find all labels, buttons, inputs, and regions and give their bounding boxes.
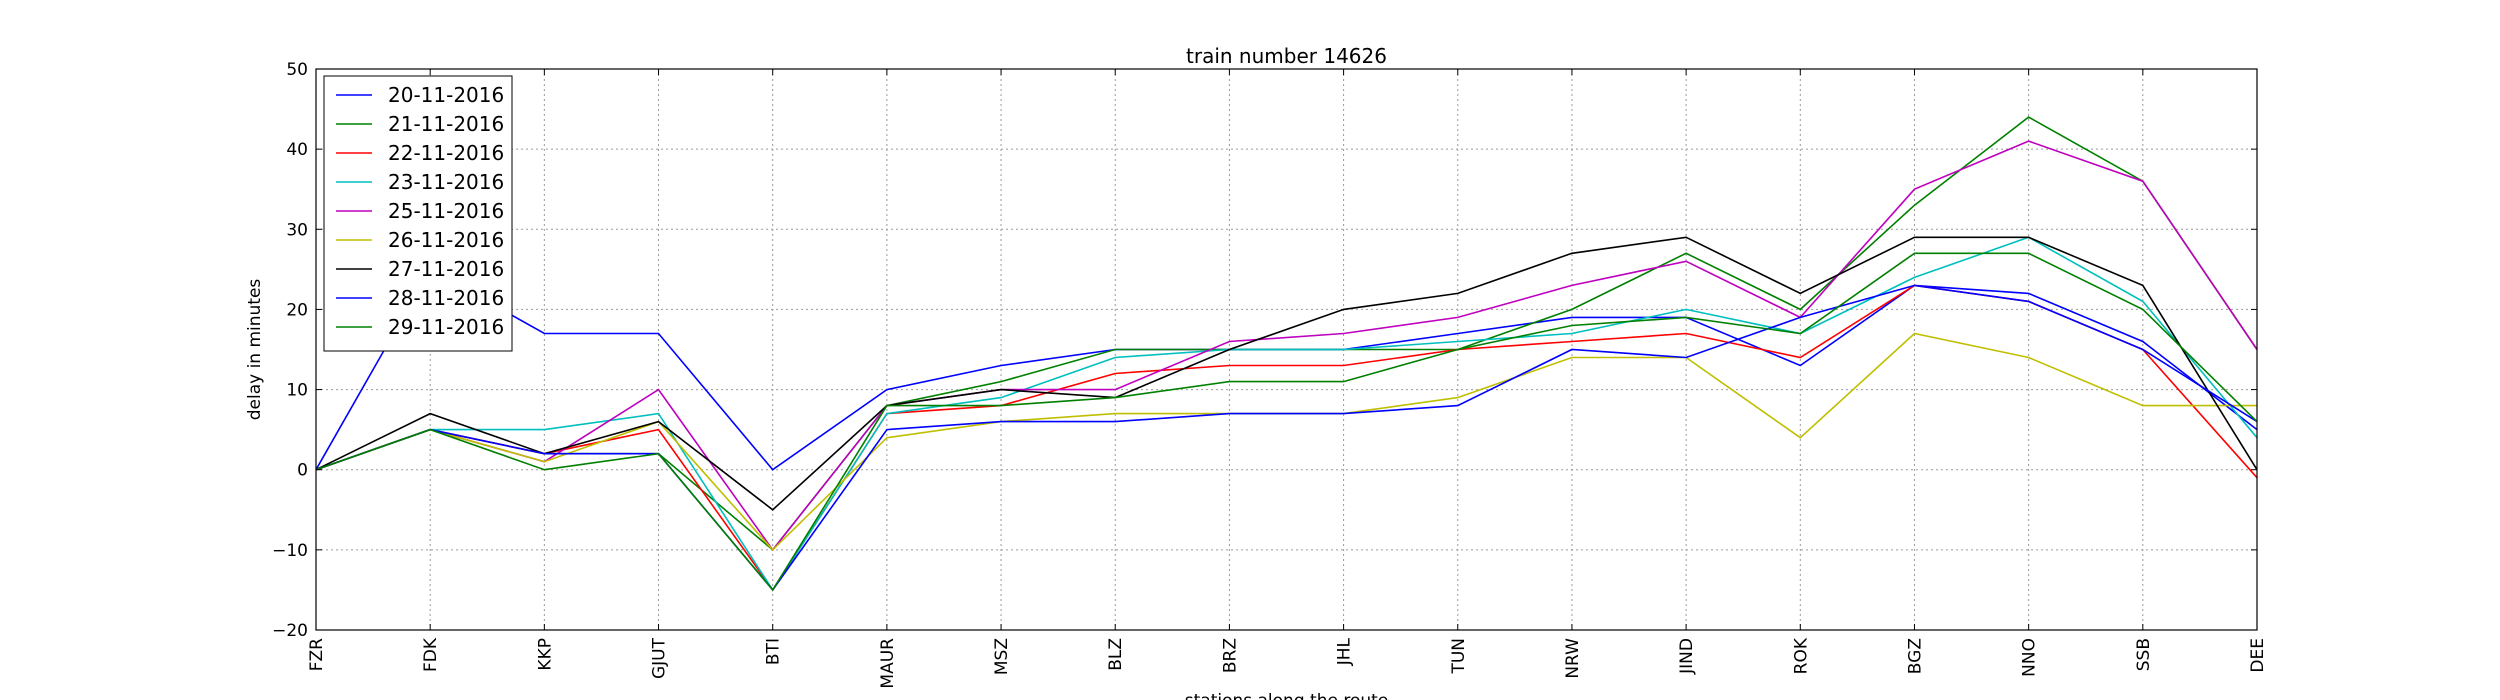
y-tick-label: 20 <box>286 300 308 320</box>
legend-entry: 28-11-2016 <box>388 286 504 310</box>
y-tick-label: −10 <box>272 541 308 561</box>
x-tick-label: JIND <box>1677 638 1697 675</box>
y-axis-label: delay in minutes <box>245 279 265 421</box>
legend: 20-11-2016 21-11-2016 22-11-2016 23-11-2016… <box>323 75 513 352</box>
x-tick-label: KKP <box>535 638 555 671</box>
series-line-28-11-2016 <box>315 284 2258 592</box>
x-tick-label: NRW <box>1563 638 1583 679</box>
series-layer <box>315 116 2258 592</box>
plot-frame <box>315 68 2258 631</box>
x-tick-label: FDK <box>421 637 441 672</box>
x-tick-label: BRZ <box>1220 638 1240 673</box>
series-line-23-11-2016 <box>315 236 2258 592</box>
legend-frame <box>323 75 513 352</box>
y-tick-label: −20 <box>272 621 308 641</box>
x-tick-label: SSB <box>2134 638 2154 671</box>
x-tick-label: NNO <box>2020 638 2040 677</box>
x-tick-label: MSZ <box>992 638 1012 675</box>
x-tick-label: BLZ <box>1106 638 1126 671</box>
series-line-29-11-2016 <box>315 252 2258 592</box>
x-tick-label: BTI <box>764 638 784 665</box>
x-axis-label: stations along the route <box>1185 691 1389 700</box>
x-tick-label: MAUR <box>878 638 898 689</box>
y-tick-label: 40 <box>286 140 308 160</box>
legend-entry: 23-11-2016 <box>388 170 504 194</box>
x-tick-label: GJUT <box>650 637 670 679</box>
legend-entry: 26-11-2016 <box>388 228 504 252</box>
ticks: −20 −10 0 10 20 30 40 50 FZR FDK KKP GJUT BTI MAUR MSZ… <box>272 60 2268 689</box>
legend-entry: 25-11-2016 <box>388 199 504 223</box>
y-tick-label: 50 <box>286 60 308 80</box>
legend-entry: 29-11-2016 <box>388 315 504 339</box>
legend-entry: 27-11-2016 <box>388 257 504 281</box>
series-line-22-11-2016 <box>315 284 2258 592</box>
y-tick-label: 30 <box>286 220 308 240</box>
y-tick-label: 0 <box>297 461 308 481</box>
x-tick-label: TUN <box>1449 638 1469 675</box>
x-tick-label: JHL <box>1335 637 1355 666</box>
series-line-25-11-2016 <box>315 140 2258 552</box>
legend-entry: 22-11-2016 <box>388 141 504 165</box>
x-tick-label: FZR <box>307 638 327 671</box>
y-tick-label: 10 <box>286 381 308 401</box>
x-tick-label: BGZ <box>1905 638 1925 674</box>
series-line-27-11-2016 <box>315 236 2258 511</box>
x-tick-label: ROK <box>1791 637 1811 674</box>
legend-entry: 21-11-2016 <box>388 112 504 136</box>
legend-entry: 20-11-2016 <box>388 83 504 107</box>
x-tick-label: DEE <box>2248 638 2268 673</box>
chart-title: train number 14626 <box>1186 44 1387 68</box>
